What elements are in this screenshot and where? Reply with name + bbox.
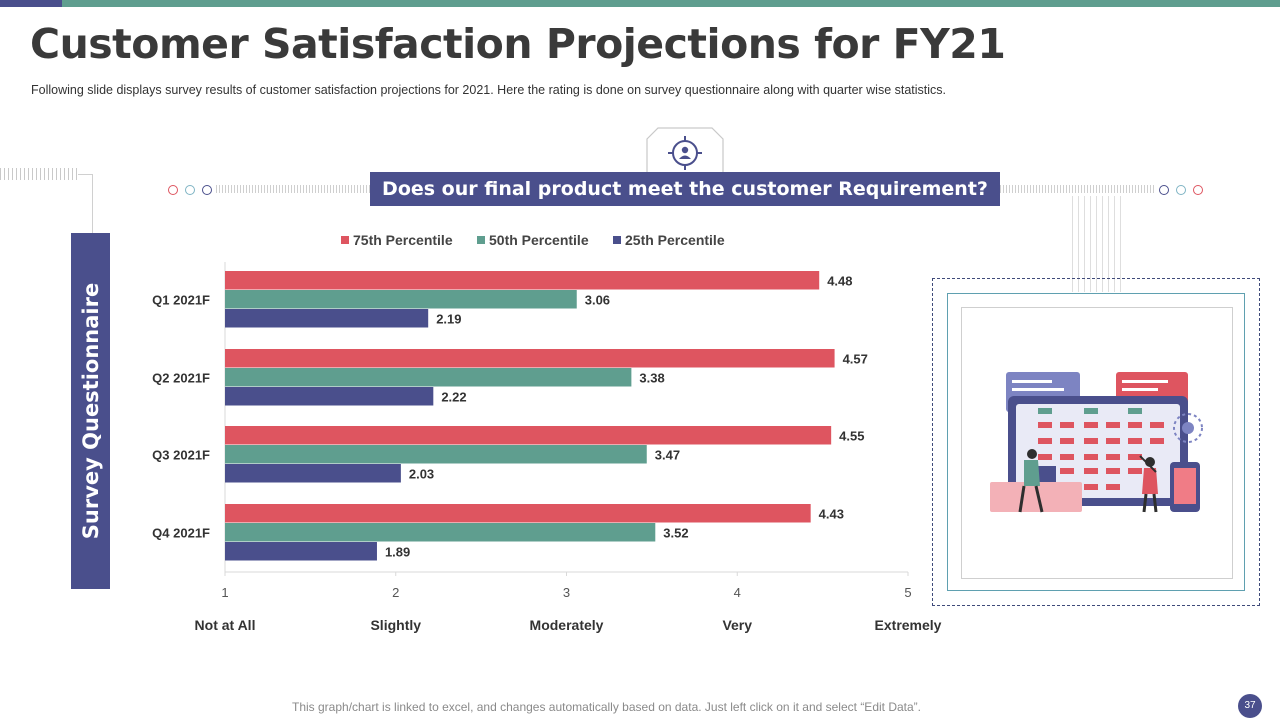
bar-q1-2021f-s1 (225, 271, 820, 290)
decorative-vertical-lines (1072, 196, 1122, 292)
x-category-label: Slightly (370, 617, 421, 633)
data-label: 1.89 (385, 544, 410, 559)
bar-q1-2021f-s3 (225, 309, 429, 328)
bar-q2-2021f-s3 (225, 387, 434, 406)
decorative-ticks-mid-right (1000, 185, 1156, 193)
x-tick-label: 4 (734, 585, 741, 600)
category-label: Q2 2021F (152, 371, 210, 386)
data-label: 4.48 (827, 273, 852, 288)
bar-q4-2021f-s2 (225, 523, 656, 542)
x-category-label: Moderately (530, 617, 604, 633)
bar-q3-2021f-s2 (225, 445, 647, 464)
x-category-label: Extremely (875, 617, 942, 633)
legend-label: 25th Percentile (625, 232, 725, 248)
x-tick-label: 3 (563, 585, 570, 600)
question-banner: Does our final product meet the customer… (370, 172, 1000, 206)
page-subtitle: Following slide displays survey results … (31, 83, 947, 97)
data-label: 3.47 (655, 447, 680, 462)
decorative-dot-navy-right (1159, 185, 1169, 195)
illustration-frame-outer (932, 278, 1260, 606)
top-accent-corner (0, 0, 62, 7)
page-number: 37 (1238, 694, 1262, 718)
category-label: Q3 2021F (152, 448, 210, 463)
bar-q4-2021f-s3 (225, 542, 377, 561)
decorative-dot-teal-right (1176, 185, 1186, 195)
decorative-ticks-left (0, 168, 78, 180)
data-label: 3.38 (639, 370, 664, 385)
data-label: 4.55 (839, 428, 864, 443)
bar-q2-2021f-s1 (225, 349, 835, 368)
data-label: 3.06 (585, 292, 610, 307)
category-label: Q1 2021F (152, 293, 210, 308)
decorative-dot-navy (202, 185, 212, 195)
survey-questionnaire-label: Survey Questionnaire (71, 233, 110, 589)
legend-swatch (613, 236, 621, 244)
bar-q2-2021f-s2 (225, 368, 632, 387)
decorative-ticks-mid-left (216, 185, 370, 193)
x-category-label: Very (722, 617, 752, 633)
data-label: 4.57 (843, 351, 868, 366)
x-category-label: Not at All (195, 617, 256, 633)
target-person-icon (646, 127, 724, 177)
page-title: Customer Satisfaction Projections for FY… (30, 20, 1006, 68)
legend-swatch (477, 236, 485, 244)
legend-label: 50th Percentile (489, 232, 589, 248)
decorative-connector-left (78, 174, 93, 233)
x-tick-label: 2 (392, 585, 399, 600)
data-label: 2.22 (441, 389, 466, 404)
decorative-dot-red-right (1193, 185, 1203, 195)
top-accent-bar (0, 0, 1280, 7)
data-label: 2.19 (436, 311, 461, 326)
data-label: 3.52 (663, 525, 688, 540)
bar-q4-2021f-s1 (225, 504, 811, 523)
category-label: Q4 2021F (152, 526, 210, 541)
illustration-frame-middle (947, 293, 1245, 591)
legend-swatch (341, 236, 349, 244)
dashboard-team-illustration (990, 372, 1203, 513)
data-label: 2.03 (409, 466, 434, 481)
bar-q3-2021f-s1 (225, 426, 832, 445)
bar-q3-2021f-s3 (225, 464, 401, 483)
data-label: 4.43 (819, 506, 844, 521)
decorative-dot-red (168, 185, 178, 195)
footer-note: This graph/chart is linked to excel, and… (292, 700, 921, 714)
decorative-dot-teal (185, 185, 195, 195)
legend-label: 75th Percentile (353, 232, 453, 248)
x-tick-label: 5 (904, 585, 911, 600)
bar-q1-2021f-s2 (225, 290, 577, 309)
x-tick-label: 1 (221, 585, 228, 600)
